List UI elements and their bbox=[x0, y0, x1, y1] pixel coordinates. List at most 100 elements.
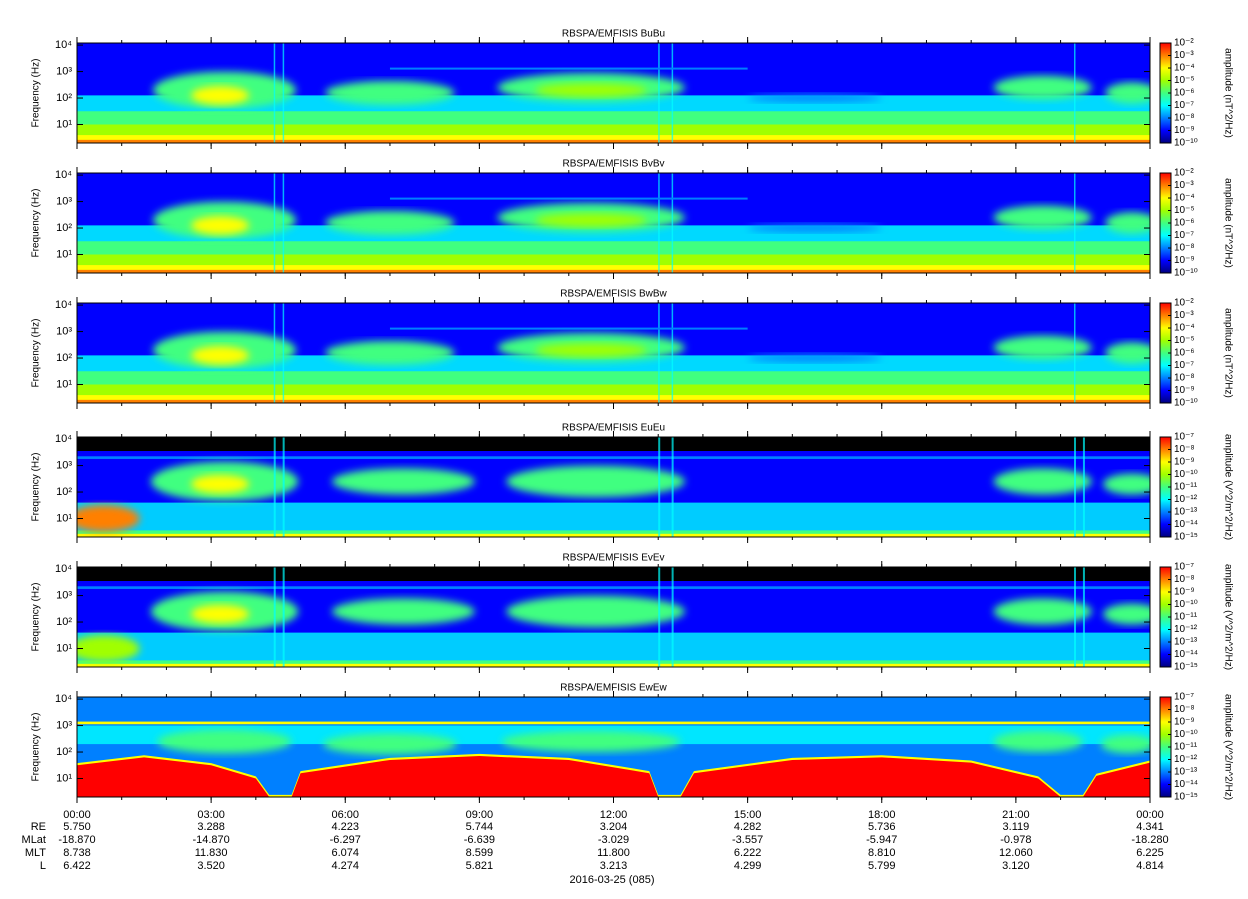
spectral-feature bbox=[993, 205, 1092, 230]
spectral-feature bbox=[1105, 82, 1150, 104]
x-tick-label: 00:00 bbox=[1136, 809, 1164, 821]
spectral-streak bbox=[282, 437, 285, 537]
spectrogram-image bbox=[77, 43, 1150, 143]
panel-title: RBSPA/EMFISIS BuBu bbox=[562, 29, 665, 40]
panel-title: RBSPA/EMFISIS EuEu bbox=[562, 423, 665, 434]
spectral-feature bbox=[157, 729, 292, 754]
spectral-feature bbox=[993, 468, 1092, 495]
colorbar-tick-label: 10⁻³ bbox=[1174, 310, 1194, 321]
ephemeris-value: 5.736 bbox=[868, 821, 896, 833]
spectral-streak bbox=[1073, 43, 1076, 143]
colorbar-tick-label: 10⁻⁶ bbox=[1174, 218, 1195, 229]
spectral-feature bbox=[322, 733, 458, 755]
ephemeris-value: 5.744 bbox=[466, 821, 494, 833]
spectral-streak bbox=[658, 567, 661, 667]
ephemeris-value: 4.814 bbox=[1136, 860, 1164, 872]
spectrogram-image bbox=[77, 697, 1150, 797]
spectral-streak bbox=[658, 43, 660, 143]
ephemeris-value: -5.947 bbox=[866, 834, 897, 846]
ephemeris-value: 5.750 bbox=[63, 821, 91, 833]
y-tick-label: 10¹ bbox=[56, 248, 72, 260]
ephemeris-value: 6.074 bbox=[331, 847, 359, 859]
y-tick-label: 10³ bbox=[56, 719, 72, 731]
ephemeris-row-label: MLT bbox=[25, 847, 46, 859]
ephemeris-value: 6.225 bbox=[1136, 847, 1164, 859]
colorbar-tick-label: 10⁻¹⁰ bbox=[1174, 599, 1198, 610]
spectral-feature bbox=[506, 465, 686, 498]
spectral-line bbox=[389, 67, 748, 70]
ephemeris-value: -6.639 bbox=[464, 834, 495, 846]
spectral-band bbox=[77, 456, 1150, 459]
spectral-feature bbox=[191, 86, 250, 105]
spectrogram-image bbox=[77, 567, 1150, 667]
spectral-band bbox=[77, 632, 1150, 662]
y-tick-label: 10¹ bbox=[56, 642, 72, 654]
spectral-feature bbox=[1100, 734, 1150, 754]
spectral-band bbox=[77, 437, 1150, 452]
spectral-streak bbox=[671, 303, 674, 403]
spectral-streak bbox=[273, 43, 276, 143]
ephemeris-value: 6.222 bbox=[734, 847, 762, 859]
x-tick-label: 21:00 bbox=[1002, 809, 1030, 821]
ephemeris-value: 8.738 bbox=[63, 847, 91, 859]
spectral-streak bbox=[273, 567, 276, 667]
y-tick-label: 10² bbox=[56, 486, 72, 498]
y-tick-label: 10² bbox=[56, 222, 72, 234]
colorbar-tick-label: 10⁻⁸ bbox=[1174, 704, 1195, 715]
y-tick-label: 10¹ bbox=[56, 512, 72, 524]
colorbar-tick-label: 10⁻⁴ bbox=[1174, 63, 1195, 74]
spectral-band bbox=[77, 663, 1150, 667]
spectral-streak bbox=[282, 567, 285, 667]
spectral-feature bbox=[501, 730, 681, 753]
spectral-streak bbox=[282, 43, 285, 143]
y-tick-label: 10¹ bbox=[56, 378, 72, 390]
y-axis-label: Frequency (Hz) bbox=[31, 59, 42, 128]
ephemeris-value: 3.288 bbox=[197, 821, 225, 833]
spectral-feature bbox=[993, 335, 1092, 360]
spectral-feature bbox=[331, 468, 475, 495]
colorbar-tick-label: 10⁻¹² bbox=[1174, 624, 1198, 635]
y-tick-label: 10⁴ bbox=[55, 39, 72, 51]
ephemeris-value: 4.341 bbox=[1136, 821, 1164, 833]
spectral-band bbox=[77, 660, 1150, 665]
colorbar-tick-label: 10⁻⁷ bbox=[1174, 692, 1194, 703]
spectral-feature bbox=[535, 83, 648, 97]
spectral-feature bbox=[993, 75, 1092, 100]
spectral-band bbox=[77, 533, 1150, 537]
spectral-band bbox=[77, 254, 1150, 267]
colorbar-tick-label: 10⁻¹⁵ bbox=[1174, 662, 1198, 673]
y-tick-label: 10³ bbox=[56, 589, 72, 601]
panel-title: RBSPA/EMFISIS EvEv bbox=[562, 553, 664, 564]
spectral-line bbox=[389, 197, 748, 200]
colorbar-tick-label: 10⁻⁸ bbox=[1174, 373, 1195, 384]
colorbar-label: amplitude (V^2/m^2/Hz) bbox=[1222, 564, 1233, 670]
colorbar-tick-label: 10⁻⁸ bbox=[1174, 243, 1195, 254]
colorbar-tick-label: 10⁻⁹ bbox=[1174, 587, 1195, 598]
spectral-feature bbox=[747, 94, 882, 103]
spectral-feature bbox=[325, 340, 455, 365]
spectral-feature bbox=[325, 210, 455, 235]
colorbar-tick-label: 10⁻⁹ bbox=[1174, 125, 1195, 136]
spectral-feature bbox=[747, 224, 882, 233]
colorbar-tick-label: 10⁻² bbox=[1174, 38, 1194, 49]
spectral-feature bbox=[191, 346, 250, 365]
ephemeris-value: 4.223 bbox=[331, 821, 359, 833]
spectral-band bbox=[77, 395, 1150, 401]
ephemeris-row-label: RE bbox=[31, 821, 46, 833]
colorbar-tick-label: 10⁻⁸ bbox=[1174, 113, 1195, 124]
spectral-feature bbox=[535, 343, 648, 357]
colorbar-tick-label: 10⁻¹³ bbox=[1174, 637, 1198, 648]
colorbar-label: amplitude (nT^2/Hz) bbox=[1222, 48, 1233, 138]
spectral-band bbox=[77, 139, 1150, 143]
spectral-feature bbox=[77, 505, 140, 532]
panel-title: RBSPA/EMFISIS BwBw bbox=[560, 289, 667, 300]
spectral-streak bbox=[1073, 567, 1076, 667]
colorbar-tick-label: 10⁻¹³ bbox=[1174, 767, 1198, 778]
spectral-feature bbox=[993, 730, 1083, 753]
spectral-streak bbox=[658, 437, 661, 537]
colorbar-tick-label: 10⁻¹⁵ bbox=[1174, 532, 1198, 543]
colorbar-tick-label: 10⁻¹⁴ bbox=[1174, 779, 1198, 790]
spectral-feature bbox=[191, 604, 250, 624]
spectral-streak bbox=[671, 567, 674, 667]
